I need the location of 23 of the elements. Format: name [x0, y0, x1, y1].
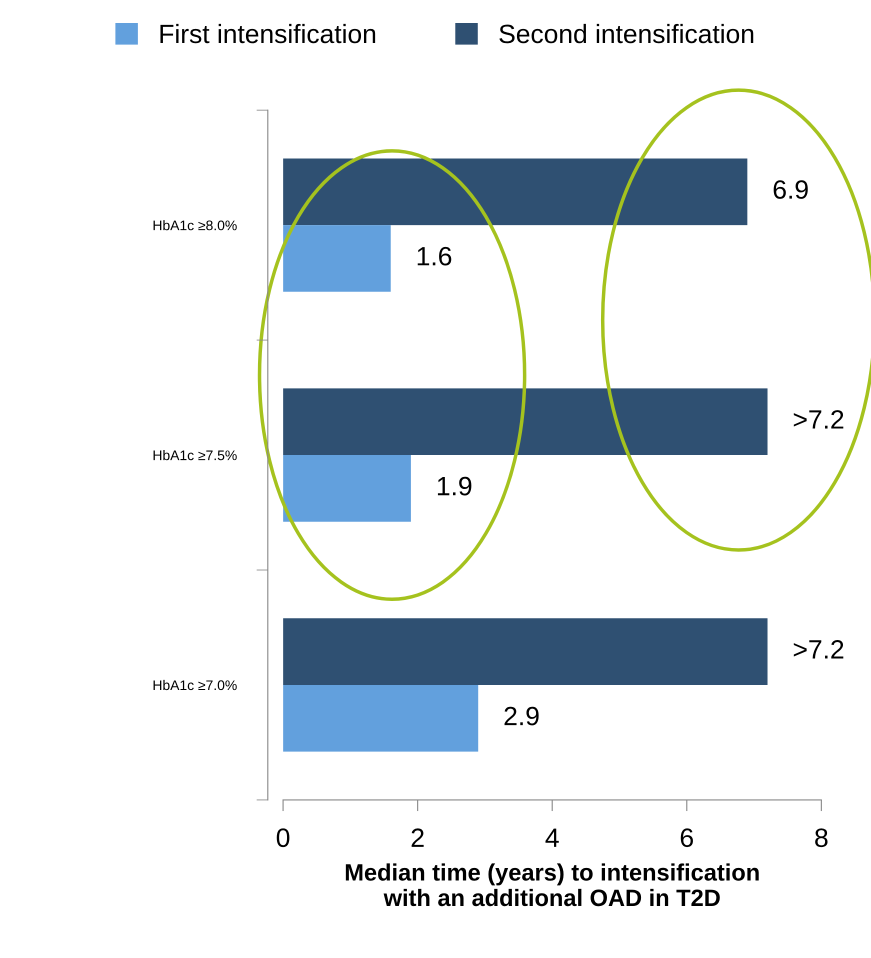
- y-tick-label: HbA1c ≥7.5%: [154, 450, 237, 460]
- bar: [283, 684, 478, 752]
- x-tick-label: 8: [815, 828, 828, 848]
- data-label: 1.9: [438, 476, 472, 496]
- bar: [283, 388, 768, 456]
- data-label: 2.9: [504, 706, 539, 726]
- legend-label: First intensification: [160, 24, 376, 44]
- data-label: 1.6: [418, 246, 452, 266]
- bar: [283, 225, 391, 292]
- data-label: >7.2: [794, 640, 844, 658]
- bar: [283, 158, 748, 226]
- y-tick-label: HbA1c ≥7.0%: [154, 680, 237, 690]
- legend-label: Second intensification: [499, 24, 754, 44]
- bar: [283, 618, 768, 685]
- bar: [283, 455, 411, 522]
- x-axis-title: Median time (years) to intensification with an additional OAD in T2D: [346, 863, 759, 906]
- x-tick-label: 2: [412, 828, 424, 847]
- data-label: >7.2: [794, 410, 844, 429]
- x-tick-label: 6: [680, 828, 693, 848]
- x-tick-label: 0: [276, 828, 290, 848]
- y-tick-label: HbA1c ≥8.0%: [154, 220, 237, 230]
- x-tick-label: 4: [545, 828, 559, 847]
- data-label: 6.9: [774, 180, 808, 199]
